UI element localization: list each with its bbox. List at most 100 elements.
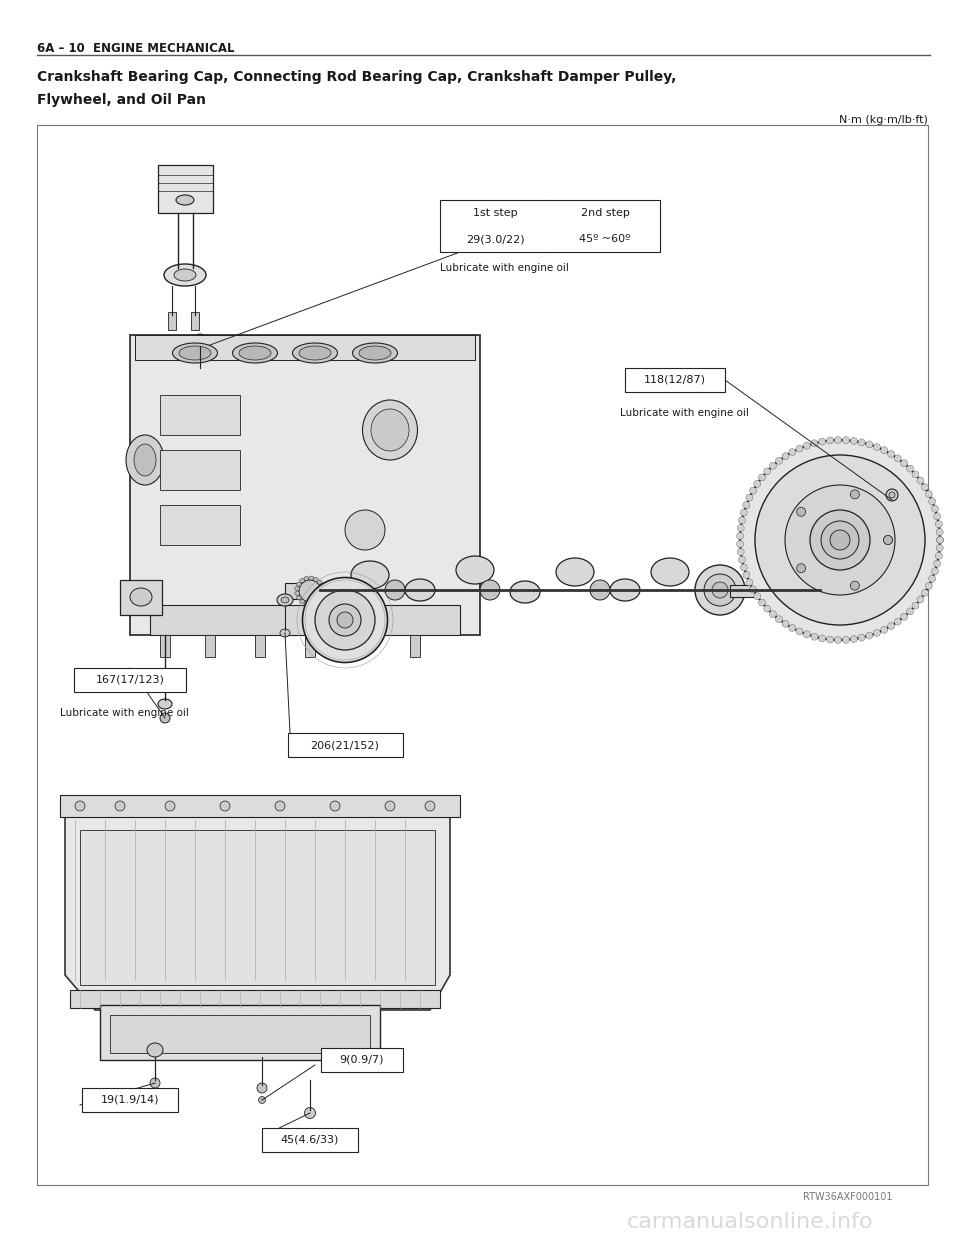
Ellipse shape [320,584,324,589]
Ellipse shape [936,529,943,535]
Ellipse shape [928,575,936,582]
Ellipse shape [313,601,319,605]
Ellipse shape [179,347,211,360]
Ellipse shape [764,605,771,612]
Ellipse shape [556,558,594,586]
Ellipse shape [297,582,301,586]
Ellipse shape [912,471,919,478]
Ellipse shape [258,1097,266,1103]
Ellipse shape [769,611,777,617]
Ellipse shape [764,468,771,474]
Ellipse shape [888,451,895,457]
Bar [82,1088,178,1112]
Ellipse shape [130,587,152,606]
Ellipse shape [804,442,810,450]
Ellipse shape [922,590,928,596]
Ellipse shape [858,635,865,641]
Ellipse shape [782,620,789,627]
Ellipse shape [925,582,932,590]
Bar [60,795,460,817]
Ellipse shape [936,544,943,551]
Ellipse shape [834,436,842,443]
Ellipse shape [304,576,309,580]
Ellipse shape [134,443,156,476]
Ellipse shape [280,628,290,637]
Ellipse shape [320,594,324,597]
Ellipse shape [851,636,857,642]
Bar [625,368,725,392]
Ellipse shape [695,565,745,615]
Ellipse shape [738,517,746,524]
Ellipse shape [931,568,939,575]
Ellipse shape [889,492,895,498]
Ellipse shape [300,600,304,604]
Ellipse shape [827,437,833,443]
Ellipse shape [934,560,941,568]
Ellipse shape [738,556,746,564]
Ellipse shape [150,1078,160,1088]
Ellipse shape [164,265,206,286]
Ellipse shape [359,347,391,360]
Ellipse shape [740,440,940,640]
Ellipse shape [275,801,285,811]
Ellipse shape [330,801,340,811]
Text: Lubricate with engine oil: Lubricate with engine oil [620,409,749,419]
Ellipse shape [746,579,753,586]
Text: 45º ~60º: 45º ~60º [579,233,631,243]
Ellipse shape [827,636,833,643]
Ellipse shape [736,540,744,548]
Ellipse shape [866,441,873,448]
Text: 206(21/152): 206(21/152) [311,740,379,750]
Ellipse shape [277,594,293,606]
Bar [120,580,162,615]
Bar [262,1128,358,1153]
Ellipse shape [302,578,388,662]
Text: N·m (kg·m/lb·ft): N·m (kg·m/lb·ft) [839,116,928,125]
Ellipse shape [906,607,914,615]
Text: Flywheel, and Oil Pan: Flywheel, and Oil Pan [37,93,206,107]
Ellipse shape [160,713,170,723]
Ellipse shape [317,580,323,584]
Ellipse shape [843,437,850,443]
Text: Crankshaft Bearing Cap, Connecting Rod Bearing Cap, Crankshaft Damper Pulley,: Crankshaft Bearing Cap, Connecting Rod B… [37,70,677,84]
Ellipse shape [750,487,756,494]
Ellipse shape [758,474,765,481]
Ellipse shape [712,582,728,597]
Ellipse shape [456,556,494,584]
Bar [730,585,810,597]
Ellipse shape [754,481,760,487]
Ellipse shape [843,636,850,643]
Bar [160,635,170,657]
Ellipse shape [797,507,805,517]
Text: 29(3.0/22): 29(3.0/22) [466,233,524,243]
Ellipse shape [782,452,789,460]
Ellipse shape [126,435,164,484]
Ellipse shape [147,1043,163,1057]
Ellipse shape [299,347,331,360]
Ellipse shape [115,801,125,811]
Ellipse shape [866,632,873,640]
Text: 1st step: 1st step [472,207,517,219]
Bar [194,365,206,381]
Ellipse shape [886,489,898,501]
Ellipse shape [321,589,325,592]
Ellipse shape [819,438,826,445]
Bar [158,165,213,212]
Ellipse shape [363,400,418,460]
Ellipse shape [796,628,803,635]
Bar [287,733,402,758]
Ellipse shape [917,477,924,484]
Ellipse shape [895,619,901,625]
Ellipse shape [900,614,907,620]
Ellipse shape [385,801,395,811]
Ellipse shape [834,636,842,643]
Ellipse shape [851,489,859,499]
Bar [168,312,176,330]
Ellipse shape [352,343,397,363]
Ellipse shape [785,484,895,595]
Ellipse shape [810,510,870,570]
Ellipse shape [811,440,818,447]
Bar [355,635,365,657]
Ellipse shape [937,537,944,544]
Ellipse shape [935,520,942,528]
